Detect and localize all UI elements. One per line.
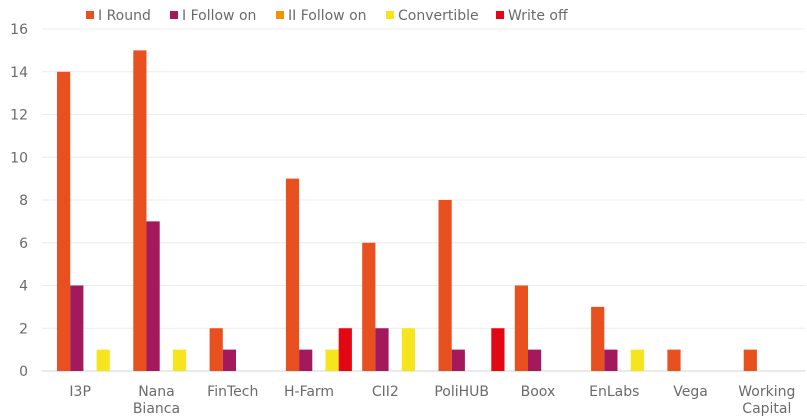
x-tick-label-7-0: EnLabs <box>589 384 639 400</box>
y-tick-label-5: 10 <box>10 150 28 166</box>
y-axis: 0 2 4 6 8 10 12 14 16 <box>10 22 28 380</box>
bar-9-0 <box>743 349 757 371</box>
legend-label-3: Convertible <box>398 8 479 24</box>
y-tick-label-2: 4 <box>19 279 28 295</box>
bar-0-0 <box>57 71 71 371</box>
legend-swatch-4 <box>496 11 504 19</box>
bar-6-0 <box>514 285 528 371</box>
legend-swatch-2 <box>276 11 284 19</box>
x-tick-label-2-0: FinTech <box>207 384 258 400</box>
x-tick-label-6-0: Boox <box>521 384 556 400</box>
x-tick-label-4-0: CII2 <box>372 384 399 400</box>
bar-2-1 <box>222 349 236 371</box>
x-tick-label-8-0: Vega <box>673 384 708 400</box>
x-tick-label-9-1: Capital <box>742 401 791 417</box>
bar-0-3 <box>96 349 110 371</box>
bar-3-0 <box>285 178 300 371</box>
y-tick-label-6: 12 <box>10 108 28 124</box>
x-tick-label-3-0: H-Farm <box>284 384 334 400</box>
x-tick-label-5-0: PoliHUB <box>434 384 489 400</box>
legend-swatch-1 <box>170 11 178 19</box>
bar-2-0 <box>209 328 223 371</box>
y-tick-label-1: 2 <box>19 321 28 337</box>
bar-7-3 <box>630 349 644 371</box>
bar-6-1 <box>528 349 542 371</box>
legend-swatch-3 <box>386 11 394 19</box>
bar-8-0 <box>667 349 681 371</box>
bar-1-1 <box>146 221 160 371</box>
bar-7-1 <box>604 349 618 371</box>
bar-3-3 <box>325 349 339 371</box>
x-tick-label-9-0: Working <box>738 384 795 400</box>
y-tick-label-3: 6 <box>19 236 28 252</box>
bar-4-3 <box>401 328 415 371</box>
bar-1-0 <box>133 50 147 371</box>
bar-4-0 <box>362 242 376 371</box>
bar-3-4 <box>338 328 352 371</box>
legend-swatch-0 <box>86 11 94 19</box>
legend-label-4: Write off <box>508 8 568 24</box>
y-tick-label-8: 16 <box>10 22 28 38</box>
legend-label-2: II Follow on <box>288 8 367 24</box>
legend: I Round I Follow on II Follow on Convertibl… <box>86 8 568 24</box>
legend-label-0: I Round <box>98 8 151 24</box>
bar-7-0 <box>591 306 605 371</box>
bar-5-1 <box>451 349 465 371</box>
bar-5-4 <box>491 328 505 371</box>
bar-4-1 <box>375 328 389 371</box>
x-tick-label-1-1: Bianca <box>133 401 180 417</box>
bar-1-3 <box>172 349 187 371</box>
legend-label-1: I Follow on <box>182 8 256 24</box>
bar-3-1 <box>299 349 313 371</box>
x-tick-label-0-0: I3P <box>69 384 90 400</box>
y-tick-label-0: 0 <box>19 364 28 380</box>
bar-0-1 <box>70 285 84 371</box>
bar-5-0 <box>438 200 452 371</box>
x-tick-label-1-0: Nana <box>138 384 175 400</box>
bars <box>57 50 757 371</box>
gridlines <box>42 28 805 372</box>
y-tick-label-7: 14 <box>10 65 28 81</box>
y-tick-label-4: 8 <box>19 193 28 209</box>
